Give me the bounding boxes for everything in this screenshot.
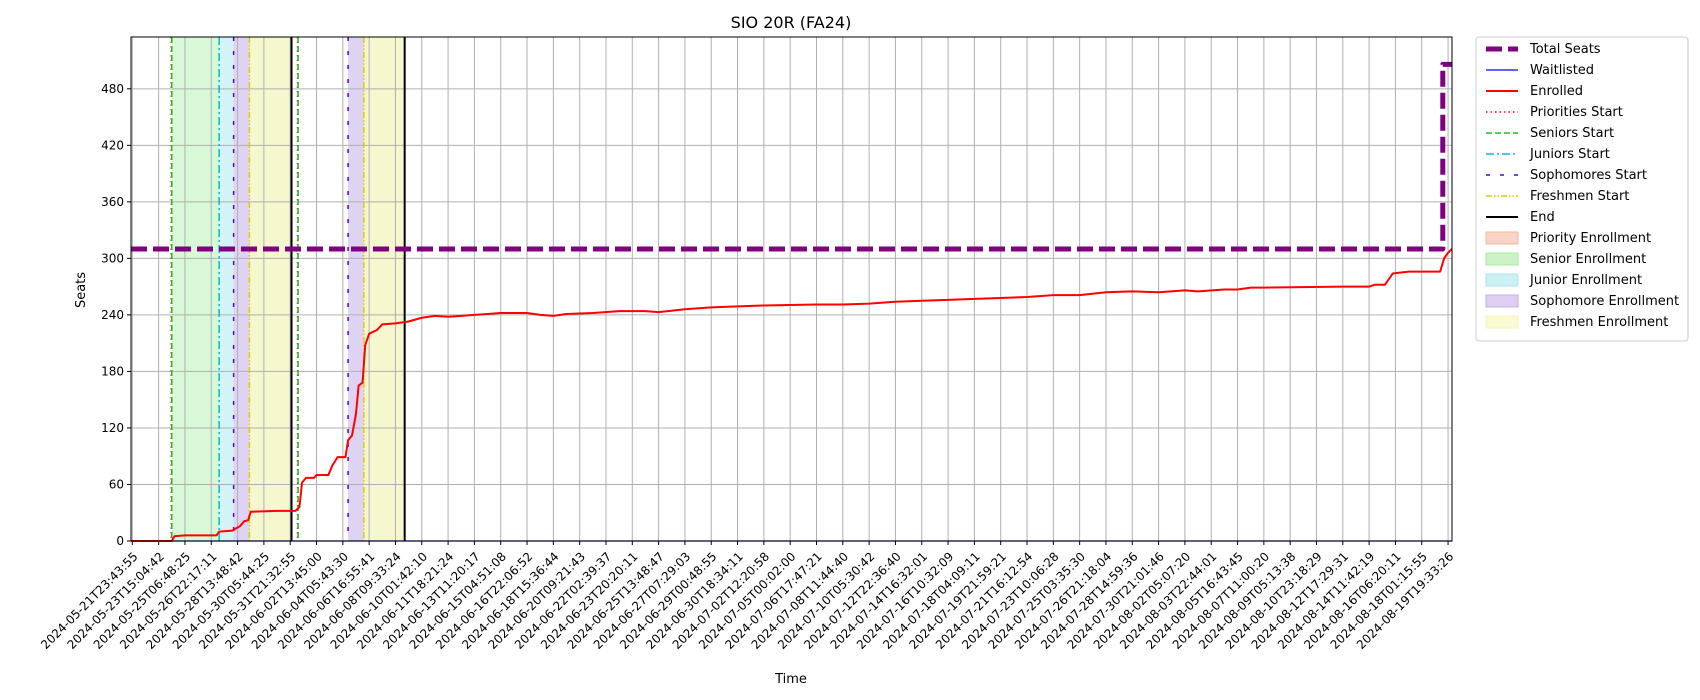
y-tick-label-5: 300 — [101, 251, 124, 265]
plot-area: 2024-05-21T23:43:552024-05-23T15:04:4220… — [38, 36, 1456, 652]
span-1 — [219, 37, 234, 541]
legend-label-10: Senior Enrollment — [1530, 252, 1646, 267]
y-tick-label-6: 360 — [101, 195, 124, 209]
legend-label-7: Freshmen Start — [1530, 189, 1629, 204]
span-0 — [171, 37, 220, 541]
y-tick-label-3: 180 — [101, 364, 124, 378]
x-axis-label: Time — [774, 672, 807, 687]
series-enrolled — [131, 248, 1453, 542]
y-tick-label-4: 240 — [101, 308, 124, 322]
legend-swatch-9 — [1485, 231, 1519, 245]
y-axis-label: Seats — [74, 272, 89, 308]
y-tick-label-7: 420 — [101, 138, 124, 152]
legend-label-4: Seniors Start — [1530, 126, 1614, 141]
legend-swatch-13 — [1485, 315, 1519, 329]
series-total-seats — [131, 61, 1452, 252]
legend-swatch-12 — [1485, 294, 1519, 308]
span-3 — [249, 37, 292, 541]
y-tick-label-8: 480 — [101, 82, 124, 96]
legend-label-9: Priority Enrollment — [1530, 231, 1651, 246]
y-tick-label-2: 120 — [101, 421, 124, 435]
legend-label-5: Juniors Start — [1529, 147, 1610, 162]
legend-label-11: Junior Enrollment — [1529, 273, 1642, 288]
legend-label-6: Sophomores Start — [1530, 168, 1647, 183]
legend-label-0: Total Seats — [1529, 42, 1601, 57]
legend-label-13: Freshmen Enrollment — [1530, 315, 1668, 330]
y-tick-label-1: 60 — [109, 477, 124, 491]
legend-label-1: Waitlisted — [1530, 63, 1594, 78]
legend-label-2: Enrolled — [1530, 84, 1583, 99]
legend-label-12: Sophomore Enrollment — [1530, 294, 1679, 309]
legend: Total Seats Waitlisted Enrolled Priorities … — [1475, 36, 1689, 342]
legend-frame — [1475, 36, 1689, 342]
span-5 — [363, 37, 405, 541]
plot-frame — [130, 36, 1453, 542]
chart-title: SIO 20R (FA24) — [731, 13, 852, 32]
span-4 — [348, 37, 364, 541]
legend-label-3: Priorities Start — [1530, 105, 1623, 120]
y-tick-label-0: 0 — [116, 534, 124, 548]
legend-swatch-11 — [1485, 273, 1519, 287]
legend-label-8: End — [1530, 210, 1555, 225]
legend-swatch-10 — [1485, 252, 1519, 266]
span-2 — [233, 37, 250, 541]
